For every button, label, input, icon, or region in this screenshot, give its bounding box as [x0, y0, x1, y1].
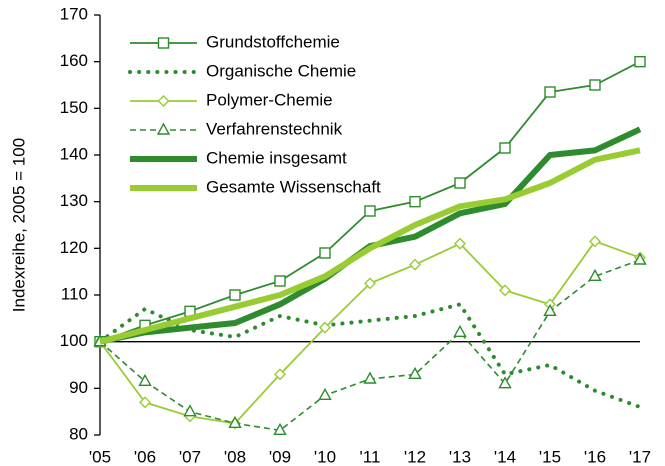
x-tick-label: '09 — [269, 447, 291, 466]
x-tick-label: '16 — [584, 447, 606, 466]
x-tick-label: '07 — [179, 447, 201, 466]
data-point — [273, 422, 287, 436]
legend-marker — [157, 95, 170, 107]
x-tick-label: '13 — [449, 447, 471, 466]
data-point — [139, 396, 151, 409]
series-line — [99, 60, 641, 343]
data-point — [274, 275, 286, 287]
y-tick-label: 80 — [69, 424, 88, 443]
y-tick-label: 160 — [60, 51, 88, 70]
legend-label: Grundstoffchemie — [206, 32, 340, 51]
data-point — [319, 247, 331, 259]
legend-marker — [157, 37, 170, 49]
data-point — [138, 373, 152, 387]
x-tick-label: '17 — [629, 447, 651, 466]
y-tick-label: 120 — [60, 238, 88, 257]
data-point — [183, 404, 197, 417]
data-point — [409, 258, 421, 271]
data-point — [454, 237, 466, 250]
data-point — [544, 86, 556, 98]
x-tick-label: '10 — [314, 447, 336, 466]
series-line — [98, 302, 642, 409]
series-line — [99, 240, 641, 425]
x-tick-label: '14 — [494, 447, 516, 466]
y-tick-label: 170 — [60, 4, 88, 23]
data-point — [229, 289, 241, 301]
data-point — [408, 366, 422, 380]
legend-label: Organische Chemie — [206, 61, 356, 80]
series-line — [99, 147, 641, 345]
y-tick-label: 100 — [60, 331, 88, 350]
data-point — [633, 252, 647, 265]
data-point — [319, 321, 331, 334]
data-point — [499, 284, 511, 297]
data-point — [318, 387, 332, 401]
legend-label: Verfahrenstechnik — [206, 119, 343, 138]
data-point — [274, 368, 286, 381]
legend-label: Chemie insgesamt — [206, 148, 347, 167]
data-point — [588, 268, 602, 282]
legend-label: Polymer-Chemie — [206, 90, 333, 109]
data-point — [453, 324, 467, 338]
y-tick-label: 110 — [61, 284, 88, 303]
legend-marker — [156, 122, 171, 135]
data-point — [228, 415, 242, 429]
x-tick-label: '12 — [404, 447, 426, 466]
y-axis-label: Indexreihe, 2005 = 100 — [9, 138, 28, 312]
data-point — [634, 55, 646, 68]
data-point — [589, 79, 601, 91]
data-point — [454, 177, 466, 189]
x-tick-label: '08 — [224, 447, 246, 466]
data-point — [543, 303, 557, 317]
data-point — [589, 235, 601, 248]
data-point — [498, 376, 512, 389]
data-point — [499, 142, 511, 154]
data-point — [363, 371, 377, 384]
y-tick-label: 150 — [60, 98, 88, 117]
x-tick-label: '15 — [539, 447, 561, 466]
data-point — [364, 277, 376, 290]
y-tick-label: 140 — [60, 144, 88, 163]
x-tick-label: '11 — [360, 447, 381, 466]
data-point — [409, 195, 421, 208]
x-tick-label: '06 — [134, 447, 156, 466]
legend-label: Gesamte Wissenschaft — [206, 177, 381, 196]
y-tick-label: 90 — [69, 378, 88, 397]
data-point — [364, 205, 376, 217]
y-tick-label: 130 — [60, 191, 88, 210]
x-tick-label: '05 — [89, 447, 111, 466]
